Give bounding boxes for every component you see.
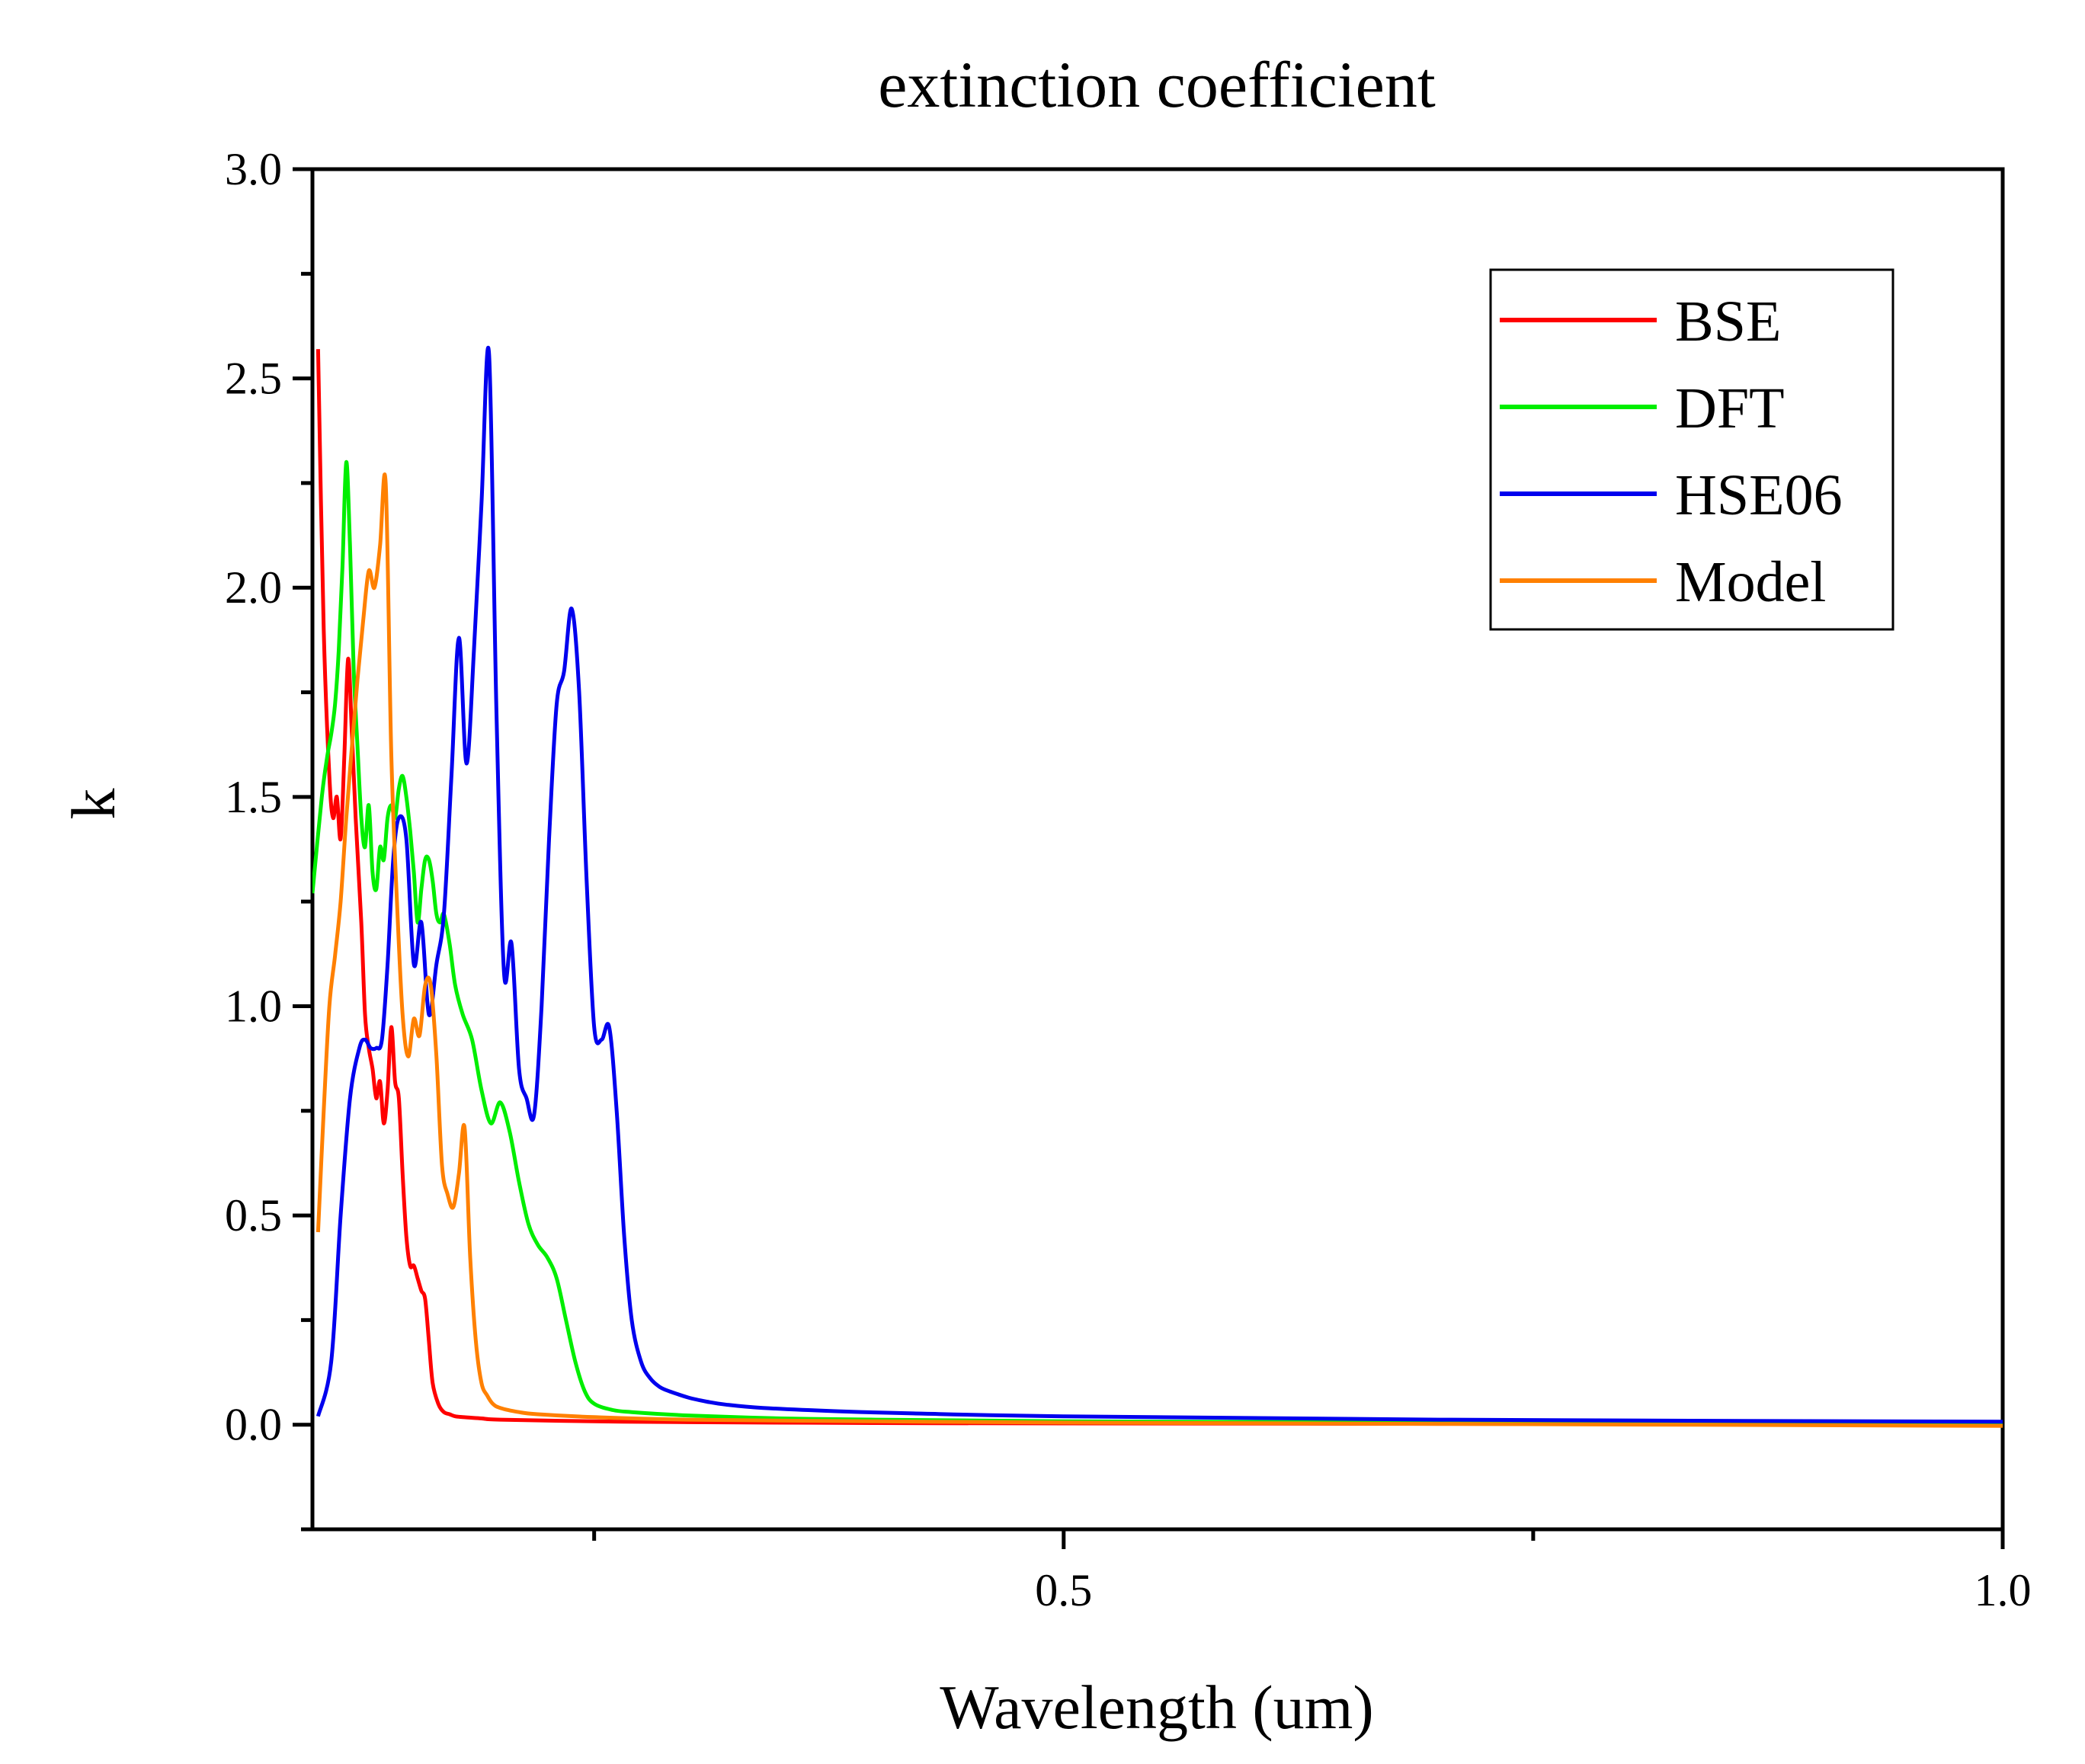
x-axis-title: Wavelength (um) (940, 1673, 1373, 1742)
y-axis-title: k (59, 789, 128, 820)
axes: 0.0 0.5 1.0 1.5 2.0 2.5 3.0 0.5 1.0 (225, 144, 2032, 1615)
y-tick-label: 1.0 (225, 981, 282, 1031)
legend-label-hse06: HSE06 (1675, 463, 1843, 527)
legend-label-model: Model (1675, 550, 1826, 614)
legend-label-dft: DFT (1675, 376, 1785, 440)
series-line-hse06 (315, 345, 2003, 1424)
plot-frame (310, 167, 2005, 1532)
y-tick-label: 2.0 (225, 562, 282, 613)
y-tick-label: 0.0 (225, 1400, 282, 1450)
x-tick-label: 0.5 (1035, 1565, 1092, 1615)
series-layer (312, 345, 2003, 1428)
y-tick-label: 0.5 (225, 1190, 282, 1241)
chart-title: extinction coefficient (878, 48, 1436, 121)
series-line-model (315, 472, 2003, 1428)
legend: BSE DFT HSE06 Model (1489, 268, 1894, 631)
series-line-bse (315, 349, 2003, 1426)
y-tick-label: 2.5 (225, 354, 282, 404)
x-tick-label: 1.0 (1975, 1565, 2032, 1615)
y-tick-label: 3.0 (225, 144, 282, 194)
y-tick-label: 1.5 (225, 772, 282, 822)
series-line-dft (312, 459, 2003, 1425)
legend-box (1489, 268, 1894, 631)
legend-label-bse: BSE (1675, 290, 1781, 354)
